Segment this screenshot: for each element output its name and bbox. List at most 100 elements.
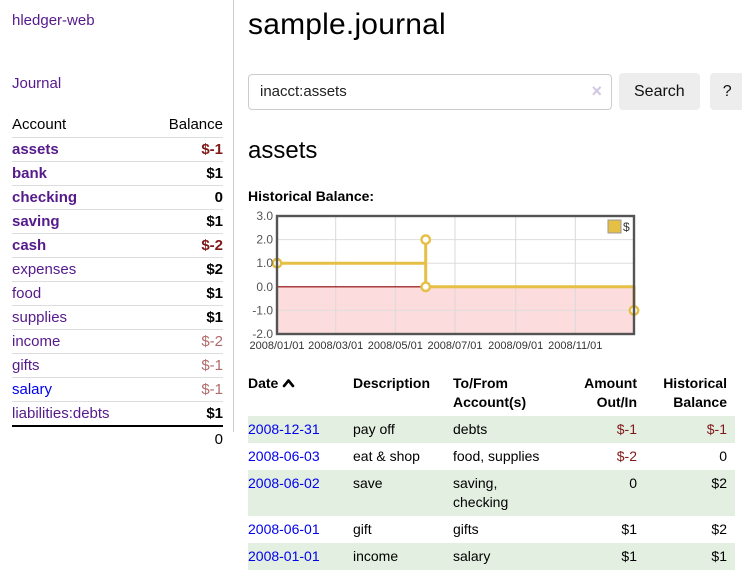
plot-border bbox=[275, 214, 636, 336]
account-link-food[interactable]: food bbox=[12, 285, 42, 302]
register-row: 2008-12-31 pay off debts $-1 $-1 bbox=[248, 416, 735, 443]
account-link-assets[interactable]: assets bbox=[12, 141, 59, 158]
account-balance: $-1 bbox=[147, 377, 223, 402]
transaction-date-link[interactable]: 2008-06-02 bbox=[248, 475, 320, 491]
account-balance: $-1 bbox=[147, 353, 223, 378]
account-link-liabilities-debts[interactable]: liabilities:debts bbox=[12, 405, 110, 422]
svg-text:2.0: 2.0 bbox=[256, 233, 273, 247]
register-row: 2008-01-01 income salary $1 $1 bbox=[248, 543, 735, 570]
main-content: sample.journal × Search ? assets Histori… bbox=[248, 0, 742, 570]
svg-text:2008/01/01: 2008/01/01 bbox=[249, 340, 304, 352]
account-balance: $2 bbox=[147, 257, 223, 282]
account-row: salary $-1 bbox=[12, 377, 223, 402]
account-link-checking[interactable]: checking bbox=[12, 189, 78, 206]
help-button[interactable]: ? bbox=[709, 73, 742, 110]
account-balance: $-1 bbox=[147, 137, 223, 162]
register-header-date[interactable]: Date bbox=[248, 372, 345, 416]
account-row: gifts $-1 bbox=[12, 353, 223, 378]
svg-text:2008/09/01: 2008/09/01 bbox=[488, 340, 543, 352]
sort-ascending-icon bbox=[282, 374, 295, 393]
account-row: assets $-1 bbox=[12, 137, 223, 162]
transaction-accounts: saving, checking bbox=[445, 470, 560, 516]
account-balance: 0 bbox=[147, 185, 223, 210]
account-row: bank $1 bbox=[12, 161, 223, 186]
transaction-date-link[interactable]: 2008-12-31 bbox=[248, 421, 320, 437]
chart-legend: $ bbox=[607, 219, 630, 234]
search-input[interactable] bbox=[248, 73, 612, 110]
transaction-amount: $-1 bbox=[560, 416, 645, 443]
accounts-table: Account Balance assets $-1 bank $1 check… bbox=[12, 113, 223, 451]
account-row: cash $-2 bbox=[12, 233, 223, 258]
transaction-date-link[interactable]: 2008-06-01 bbox=[248, 521, 320, 537]
transaction-description: save bbox=[345, 470, 445, 516]
svg-text:-2.0: -2.0 bbox=[252, 327, 273, 341]
transaction-balance: 0 bbox=[719, 448, 727, 464]
account-row: food $1 bbox=[12, 281, 223, 306]
transaction-balance: $1 bbox=[645, 543, 735, 570]
transaction-amount: $1 bbox=[621, 521, 637, 537]
register-row: 2008-06-01 gift gifts $1 $2 bbox=[248, 516, 735, 543]
register-header-balance[interactable]: Historical Balance bbox=[663, 375, 727, 410]
y-axis-labels: 3.0 2.0 1.0 0.0 -1.0 -2.0 bbox=[252, 209, 273, 341]
transaction-accounts: debts bbox=[445, 416, 560, 443]
x-axis-labels: 2008/01/01 2008/03/01 2008/05/01 2008/07… bbox=[249, 340, 602, 352]
account-link-income[interactable]: income bbox=[12, 333, 61, 350]
transaction-amount: $1 bbox=[560, 543, 645, 570]
account-balance: $1 bbox=[147, 305, 223, 330]
transaction-description: income bbox=[345, 543, 445, 570]
account-link-salary[interactable]: salary bbox=[12, 381, 53, 398]
accounts-total-row: 0 bbox=[12, 425, 223, 451]
svg-text:-1.0: -1.0 bbox=[252, 303, 273, 317]
page-title: sample.journal bbox=[248, 8, 446, 41]
transaction-balance: $-1 bbox=[645, 416, 735, 443]
svg-text:3.0: 3.0 bbox=[256, 209, 273, 223]
register-table: Date Description To/From Account(s) Amou… bbox=[248, 372, 735, 570]
transaction-date-link[interactable]: 2008-01-01 bbox=[248, 548, 320, 564]
transaction-accounts: salary bbox=[445, 543, 560, 570]
vertical-gridlines bbox=[335, 216, 576, 334]
account-link-gifts[interactable]: gifts bbox=[12, 357, 40, 374]
account-balance: $-2 bbox=[147, 233, 223, 258]
account-link-expenses[interactable]: expenses bbox=[12, 261, 77, 278]
transaction-description: pay off bbox=[345, 416, 445, 443]
transaction-description: gift bbox=[353, 521, 372, 537]
account-link-saving[interactable]: saving bbox=[12, 213, 60, 230]
accounts-header-account: Account bbox=[12, 113, 148, 138]
register-header-accounts[interactable]: To/From Account(s) bbox=[453, 375, 527, 410]
svg-text:1.0: 1.0 bbox=[256, 256, 273, 270]
account-row: liabilities:debts $1 bbox=[12, 401, 223, 427]
register-row: 2008-06-03 eat & shop food, supplies $-2… bbox=[248, 443, 735, 470]
transaction-accounts: gifts bbox=[453, 521, 479, 537]
svg-text:2008/05/01: 2008/05/01 bbox=[368, 340, 423, 352]
register-header-description[interactable]: Description bbox=[353, 375, 431, 391]
account-link-bank[interactable]: bank bbox=[12, 165, 48, 182]
account-balance: $-2 bbox=[147, 329, 223, 354]
svg-text:2008/11/01: 2008/11/01 bbox=[548, 340, 602, 352]
account-balance: $1 bbox=[147, 401, 223, 427]
chart-title: Historical Balance: bbox=[248, 188, 375, 204]
account-row: income $-2 bbox=[12, 329, 223, 354]
search-button[interactable]: Search bbox=[619, 73, 700, 110]
transaction-balance: $2 bbox=[711, 521, 727, 537]
account-row: expenses $2 bbox=[12, 257, 223, 282]
clear-search-icon[interactable]: × bbox=[591, 80, 602, 101]
account-heading: assets bbox=[248, 137, 318, 164]
search-form: × Search ? bbox=[248, 73, 742, 110]
sidebar-item-journal[interactable]: Journal bbox=[12, 75, 62, 92]
legend-label: $ bbox=[623, 220, 630, 234]
register-row: 2008-06-02 save saving, checking 0 $2 bbox=[248, 470, 735, 516]
account-link-supplies[interactable]: supplies bbox=[12, 309, 68, 326]
svg-text:2008/03/01: 2008/03/01 bbox=[308, 340, 363, 352]
legend-swatch bbox=[607, 219, 622, 234]
svg-text:2008/07/01: 2008/07/01 bbox=[427, 340, 482, 352]
accounts-total: 0 bbox=[147, 425, 223, 451]
transaction-date-link[interactable]: 2008-06-03 bbox=[248, 448, 320, 464]
transaction-amount: $-2 bbox=[616, 448, 637, 464]
account-row: checking 0 bbox=[12, 185, 223, 210]
register-header-amount[interactable]: Amount Out/In bbox=[584, 375, 637, 410]
account-balance: $1 bbox=[147, 281, 223, 306]
account-balance: $1 bbox=[147, 209, 223, 234]
account-link-cash[interactable]: cash bbox=[12, 237, 47, 254]
app-title[interactable]: hledger-web bbox=[12, 12, 95, 29]
historical-balance-chart: $ 3.0 2.0 1.0 0.0 -1.0 -2.0 2008/01/01 2… bbox=[249, 209, 640, 352]
